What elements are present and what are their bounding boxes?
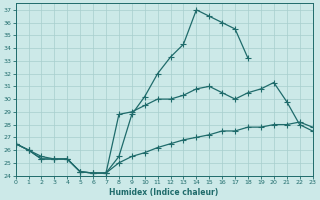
X-axis label: Humidex (Indice chaleur): Humidex (Indice chaleur) xyxy=(109,188,219,197)
